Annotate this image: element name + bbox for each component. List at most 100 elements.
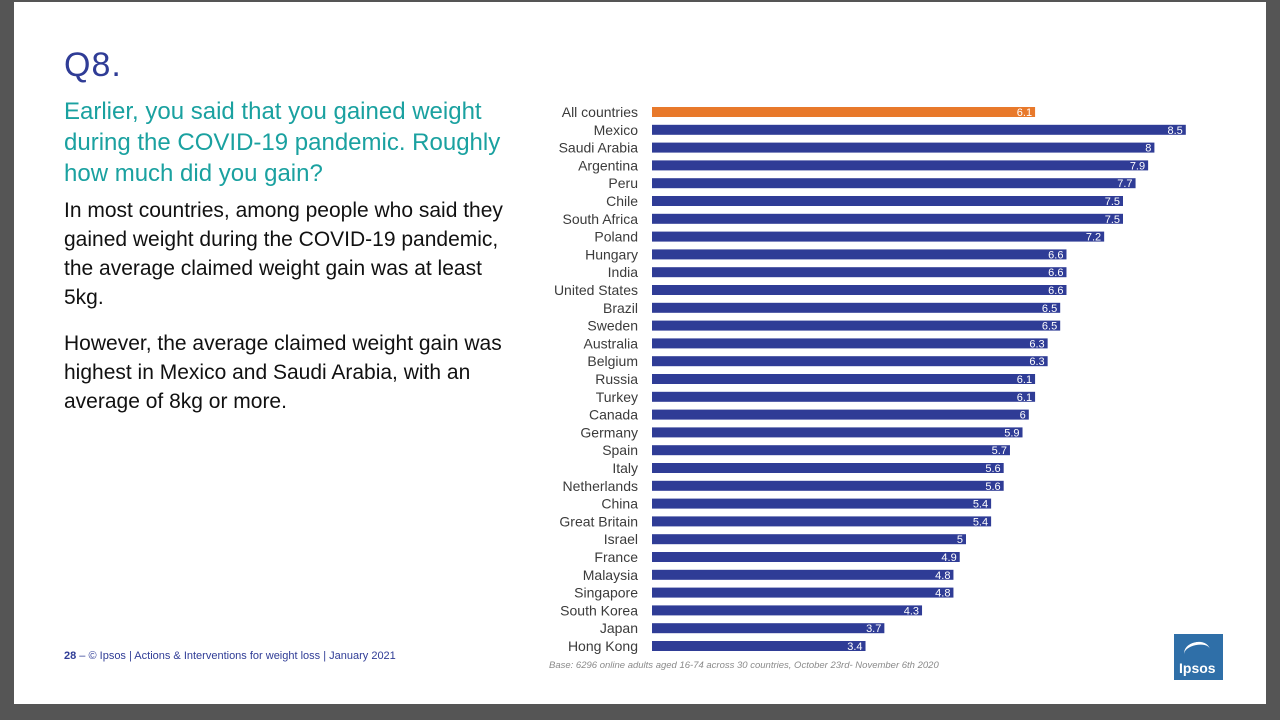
category-label-singapore: Singapore: [574, 585, 638, 601]
category-label-sweden: Sweden: [587, 318, 638, 334]
value-label-australia: 6.3: [1029, 338, 1044, 350]
bar-belgium: [652, 356, 1048, 367]
value-label-mexico: 8.5: [1168, 125, 1183, 137]
category-label-south-korea: South Korea: [560, 602, 638, 618]
bar-india: [652, 267, 1067, 278]
value-label-saudi-arabia: 8: [1145, 143, 1151, 155]
category-label-france: France: [594, 549, 638, 565]
bar-chart: All countries 6.1 Mexico 8.5 Saudi Arabia 8 Ar…: [554, 104, 1186, 654]
category-label-saudi-arabia: Saudi Arabia: [559, 140, 639, 156]
bar-brazil: [652, 302, 1061, 313]
category-label-chile: Chile: [606, 193, 638, 209]
category-label-mexico: Mexico: [594, 122, 639, 138]
page-number: 28: [64, 650, 77, 662]
value-label-peru: 7.7: [1117, 178, 1132, 190]
value-label-japan: 3.7: [866, 623, 881, 635]
bar-argentina: [652, 160, 1149, 171]
bar-canada: [652, 409, 1029, 420]
value-label-france: 4.9: [941, 552, 956, 564]
value-label-brazil: 6.5: [1042, 303, 1057, 315]
bar-sweden: [652, 320, 1061, 331]
bar-singapore: [652, 587, 954, 598]
category-label-south-africa: South Africa: [563, 211, 639, 227]
category-label-australia: Australia: [584, 335, 639, 351]
category-label-argentina: Argentina: [578, 157, 638, 173]
bar-italy: [652, 463, 1004, 473]
value-label-chile: 7.5: [1105, 196, 1120, 208]
bar-japan: [652, 623, 885, 634]
value-label-israel: 5: [957, 534, 963, 546]
bar-china: [652, 498, 992, 509]
category-label-japan: Japan: [600, 620, 638, 636]
category-label-hong-kong: Hong Kong: [568, 638, 638, 654]
category-label-all-countries: All countries: [562, 104, 638, 120]
bar-hong-kong: [652, 641, 866, 651]
bar-south-korea: [652, 605, 923, 616]
footer-text: – © Ipsos | Actions & Interventions for …: [76, 650, 396, 662]
summary-paragraph-2: However, the average claimed weight gain…: [64, 332, 502, 413]
category-label-hungary: Hungary: [585, 246, 638, 262]
category-label-canada: Canada: [589, 407, 638, 423]
category-label-brazil: Brazil: [603, 300, 638, 316]
category-label-great-britain: Great Britain: [559, 513, 638, 529]
bar-south-africa: [652, 213, 1123, 224]
value-label-singapore: 4.8: [935, 588, 950, 600]
category-label-israel: Israel: [604, 531, 638, 547]
value-label-malaysia: 4.8: [935, 570, 950, 582]
question-text: Earlier, you said that you gained weight…: [64, 98, 501, 187]
category-label-india: India: [608, 264, 639, 280]
value-label-italy: 5.6: [985, 463, 1000, 475]
footer: 28 – © Ipsos | Actions & Interventions f…: [64, 650, 396, 662]
value-label-south-korea: 4.3: [904, 605, 919, 617]
slide: Q8. Earlier, you said that you gained we…: [14, 2, 1266, 704]
bar-germany: [652, 427, 1023, 438]
value-label-canada: 6: [1020, 410, 1026, 422]
bar-netherlands: [652, 480, 1004, 491]
value-label-india: 6.6: [1048, 267, 1063, 279]
bar-australia: [652, 338, 1048, 349]
bar-mexico: [652, 124, 1186, 135]
value-label-belgium: 6.3: [1029, 356, 1044, 368]
category-label-italy: Italy: [612, 460, 638, 476]
value-label-united-states: 6.6: [1048, 285, 1063, 297]
value-label-hong-kong: 3.4: [847, 641, 862, 653]
value-label-all-countries: 6.1: [1017, 107, 1032, 119]
bar-chile: [652, 196, 1123, 206]
value-label-spain: 5.7: [992, 445, 1007, 457]
bar-russia: [652, 374, 1036, 384]
value-label-netherlands: 5.6: [985, 481, 1000, 493]
bar-saudi-arabia: [652, 142, 1155, 153]
logo-wordmark: Ipsos: [1179, 660, 1216, 676]
category-label-malaysia: Malaysia: [583, 567, 638, 583]
bar-poland: [652, 231, 1105, 242]
question-number: Q8.: [64, 46, 122, 84]
value-label-hungary: 6.6: [1048, 249, 1063, 261]
category-label-russia: Russia: [595, 371, 638, 387]
value-label-sweden: 6.5: [1042, 321, 1057, 333]
bar-malaysia: [652, 569, 954, 580]
bar-hungary: [652, 249, 1067, 260]
base-note: Base: 6296 online adults aged 16-74 acro…: [549, 660, 939, 671]
bar-united-states: [652, 285, 1067, 295]
category-label-united-states: United States: [554, 282, 638, 298]
bar-peru: [652, 178, 1136, 189]
bar-great-britain: [652, 516, 992, 527]
value-label-poland: 7.2: [1086, 232, 1101, 244]
category-label-turkey: Turkey: [596, 389, 638, 405]
category-label-china: China: [601, 496, 638, 512]
value-label-argentina: 7.9: [1130, 160, 1145, 172]
value-label-russia: 6.1: [1017, 374, 1032, 386]
value-label-turkey: 6.1: [1017, 392, 1032, 404]
category-label-spain: Spain: [602, 442, 638, 458]
category-label-belgium: Belgium: [587, 353, 638, 369]
category-label-germany: Germany: [580, 424, 638, 440]
value-label-germany: 5.9: [1004, 427, 1019, 439]
bar-spain: [652, 445, 1010, 456]
category-label-poland: Poland: [594, 229, 638, 245]
ipsos-logo: Ipsos: [1174, 634, 1223, 680]
value-label-great-britain: 5.4: [973, 516, 988, 528]
category-label-netherlands: Netherlands: [563, 478, 639, 494]
value-label-south-africa: 7.5: [1105, 214, 1120, 226]
bar-all-countries: [652, 107, 1036, 117]
bar-israel: [652, 534, 966, 545]
